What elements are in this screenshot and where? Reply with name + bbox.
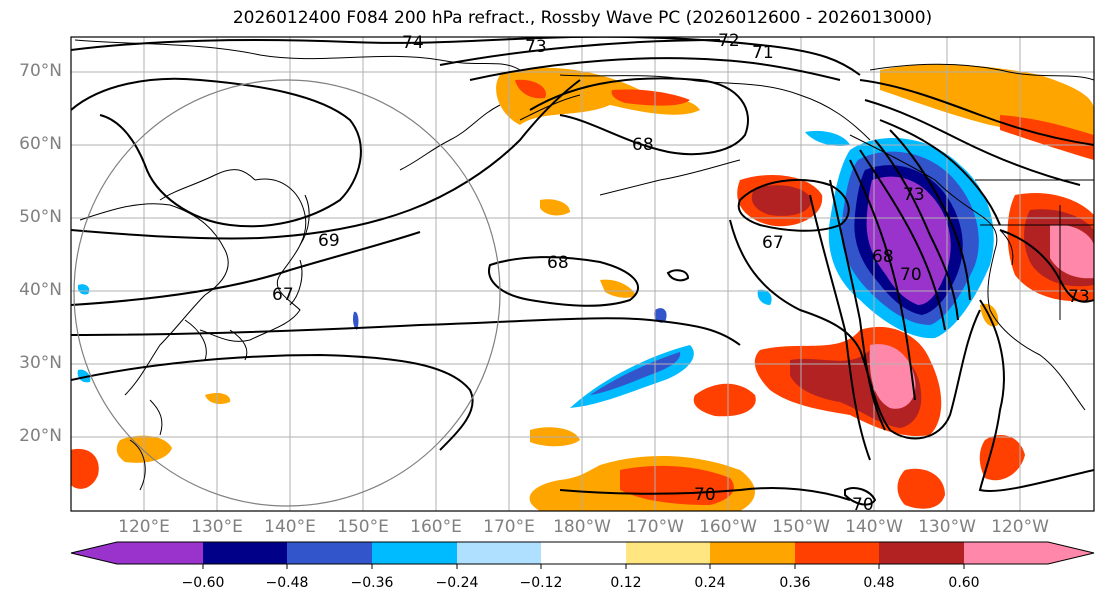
latitude-label: 20°N (19, 426, 62, 446)
latitude-label: 60°N (19, 134, 62, 154)
longitude-label: 170°E (483, 517, 535, 537)
contour-label: 71 (752, 43, 774, 63)
contour-label: 73 (903, 185, 925, 205)
longitude-label: 140°E (264, 517, 316, 537)
positive-anomaly-shading (71, 64, 1094, 511)
contour-label: 68 (547, 253, 569, 273)
colorbar-segment (372, 542, 457, 564)
longitude-label: 130°W (918, 517, 976, 537)
longitude-label: 130°E (191, 517, 243, 537)
contour-label: 73 (525, 37, 547, 57)
contour-label: 68 (632, 135, 654, 155)
contour-label: 72 (718, 31, 740, 51)
latitude-label: 40°N (19, 280, 62, 300)
longitude-label: 160°W (699, 517, 757, 537)
colorbar-tick-label: 0.60 (948, 575, 980, 591)
contour-label: 70 (694, 485, 716, 505)
colorbar-tick-label: 0.36 (779, 575, 811, 591)
contour-label: 69 (318, 231, 340, 251)
contour-label: 70 (852, 495, 874, 515)
map-title: 2026012400 F084 200 hPa refract., Rossby… (232, 8, 933, 28)
colorbar-segment (879, 542, 964, 564)
colorbar-tick-label: 0.12 (610, 575, 642, 591)
contour-label: 70 (900, 265, 922, 285)
longitude-label: 120°W (991, 517, 1049, 537)
longitude-label: 160°E (410, 517, 462, 537)
contour-label: 74 (402, 33, 424, 53)
colorbar-tick-label: −0.48 (265, 575, 309, 591)
colorbar-segment (626, 542, 710, 564)
colorbar-segment (964, 542, 1048, 564)
map-frame (70, 36, 1095, 512)
colorbar-outline (70, 541, 1095, 565)
colorbar-segment (541, 542, 626, 564)
contour-label: 67 (272, 285, 294, 305)
colorbar-tick-label: −0.24 (435, 575, 479, 591)
refractivity-contours (71, 37, 1094, 506)
longitude-label: 150°W (772, 517, 830, 537)
colorbar-segment (117, 542, 203, 564)
colorbar (70, 541, 1095, 569)
longitude-label: 120°E (118, 517, 170, 537)
colorbar-segment (795, 542, 879, 564)
colorbar-segment (287, 542, 372, 564)
colorbar-segment (203, 542, 287, 564)
great-circle-ring (73, 79, 501, 507)
colorbar-segment (457, 542, 541, 564)
colorbar-extend-high (1048, 542, 1094, 564)
latitude-label: 70°N (19, 61, 62, 81)
colorbar-tick-label: 0.48 (863, 575, 895, 591)
colorbar-tick-label: −0.60 (181, 575, 225, 591)
latitude-label: 50°N (19, 207, 62, 227)
colorbar-segment (710, 542, 795, 564)
colorbar-tick-label: 0.24 (694, 575, 726, 591)
longitude-label: 150°E (337, 517, 389, 537)
longitude-label: 140°W (845, 517, 903, 537)
contour-label: 68 (872, 247, 894, 267)
colorbar-extend-low (71, 542, 117, 564)
contour-label: 73 (1068, 287, 1090, 307)
colorbar-tick-label: −0.12 (519, 575, 563, 591)
longitude-label: 180°W (553, 517, 611, 537)
contour-labels: 74 73 72 71 68 69 68 67 68 70 73 70 70 7… (272, 31, 1090, 515)
longitude-label: 170°W (626, 517, 684, 537)
latitude-label: 30°N (19, 353, 62, 373)
contour-label: 67 (762, 233, 784, 253)
colorbar-tick-label: −0.36 (350, 575, 394, 591)
